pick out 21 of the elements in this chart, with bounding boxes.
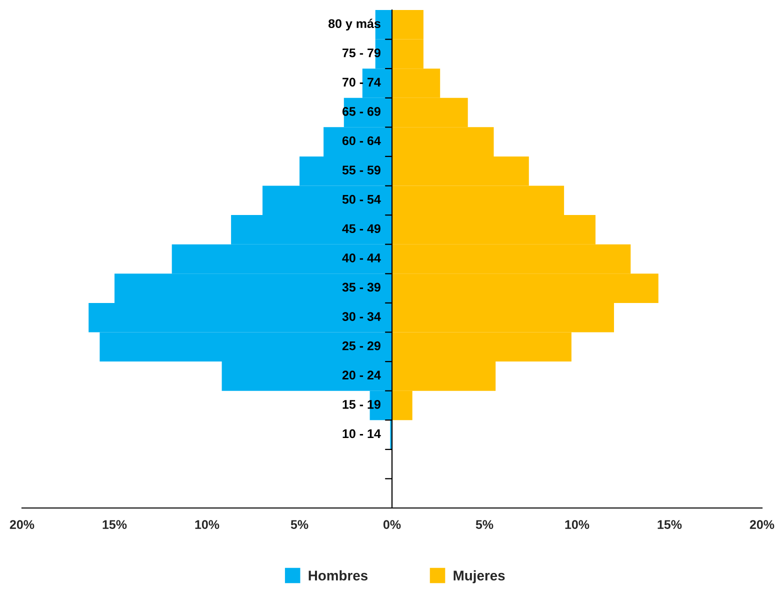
legend-label: Hombres <box>308 570 368 580</box>
y-tick-label: 20 - 24 <box>342 370 381 380</box>
x-tick-label: 10% <box>565 520 590 529</box>
x-tick-label: 20% <box>10 520 34 529</box>
y-tick-label: 10 - 14 <box>342 429 381 438</box>
x-tick-label: 20% <box>750 520 774 529</box>
y-tick-label: 35 - 39 <box>342 282 380 292</box>
x-tick-label: 15% <box>658 520 682 529</box>
y-tick-label: 25 - 29 <box>342 341 380 350</box>
y-tick-label: 40 - 44 <box>342 254 381 262</box>
x-tick-label: 0% <box>383 520 401 529</box>
x-tick-label: 15% <box>102 520 127 529</box>
x-tick-label: 5% <box>476 520 494 529</box>
x-tick-label: 10% <box>195 520 220 529</box>
y-tick-label: 50 - 54 <box>342 194 381 204</box>
y-tick-label: 55 - 59 <box>342 166 380 174</box>
y-tick-label: 30 - 34 <box>342 312 381 321</box>
y-tick-label: 45 - 49 <box>342 224 380 234</box>
y-tick-label: 60 - 64 <box>342 136 381 146</box>
legend-label: Mujeres <box>454 570 505 584</box>
x-tick-label: 5% <box>290 520 308 529</box>
